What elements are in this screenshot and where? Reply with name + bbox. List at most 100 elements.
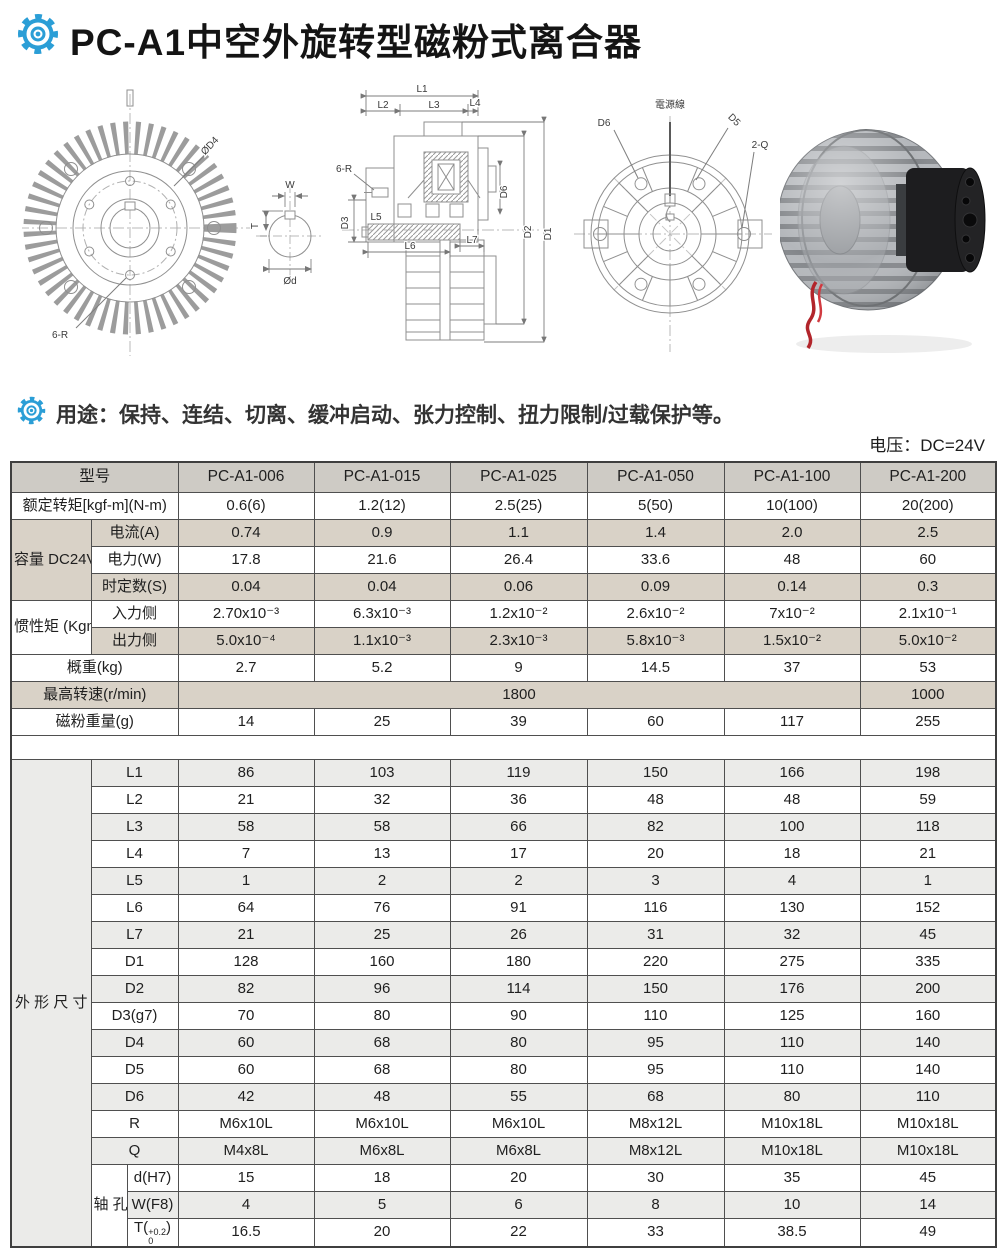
- dim-label-l2: L2: [377, 100, 389, 111]
- value-cell: 0.3: [859, 572, 997, 601]
- value-cell: 335: [859, 947, 997, 976]
- group-label-capacity: 容量 DC24V (75℃): [10, 518, 92, 601]
- dim-label-l7: L7: [466, 235, 478, 246]
- value-cell: 117: [723, 707, 861, 736]
- value-cell: 114: [449, 974, 588, 1003]
- value-cell: 10(100): [723, 491, 861, 520]
- row-label: 额定转矩[kgf-m](N-m): [10, 491, 179, 520]
- dim-label-t: T: [250, 223, 261, 229]
- dim-label-od: Ød: [283, 276, 296, 287]
- table-row: D6 42 48 55 68 80 110: [11, 1082, 997, 1111]
- value-cell: 1.1x10⁻³: [313, 626, 451, 655]
- value-cell: 68: [586, 1082, 725, 1111]
- value-cell: 20: [449, 1163, 588, 1192]
- value-cell: 30: [586, 1163, 725, 1192]
- table-row: 出力侧 5.0x10⁻⁴ 1.1x10⁻³ 2.3x10⁻³ 5.8x10⁻³ …: [11, 626, 997, 655]
- dim-label-2q: 2-Q: [752, 140, 769, 151]
- dim-label-d1: D1: [543, 227, 554, 240]
- table-row: W(F8) 4 5 6 8 10 14: [11, 1190, 997, 1219]
- table-row: D2 82 96 114 150 176 200: [11, 974, 997, 1003]
- value-cell: 82: [586, 812, 725, 841]
- model-cell: PC-A1-006: [177, 461, 315, 493]
- dim-label-l3: L3: [428, 100, 440, 111]
- value-cell: 18: [723, 839, 861, 868]
- value-cell: 70: [177, 1001, 315, 1030]
- value-cell: 32: [723, 920, 861, 949]
- table-row: D4 60 68 80 95 110 140: [11, 1028, 997, 1057]
- row-label: L4: [90, 839, 179, 868]
- value-cell: 86: [177, 758, 315, 787]
- row-label: 电流(A): [90, 518, 179, 547]
- voltage-note: 电压：DC=24V: [869, 436, 985, 455]
- value-cell: 38.5: [723, 1217, 861, 1247]
- value-cell: 6.3x10⁻³: [313, 599, 451, 628]
- value-cell: 125: [723, 1001, 861, 1030]
- row-label: R: [90, 1109, 179, 1138]
- table-row: 容量 DC24V (75℃) 电流(A) 0.74 0.9 1.1 1.4 2.…: [10, 518, 997, 601]
- value-cell: 17.8: [177, 545, 315, 574]
- value-cell: 128: [177, 947, 315, 976]
- row-label: L5: [90, 866, 179, 895]
- value-cell: 48: [313, 1082, 451, 1111]
- value-cell: 53: [859, 653, 997, 682]
- value-cell: 95: [586, 1055, 725, 1084]
- value-cell: 1.2(12): [313, 491, 451, 520]
- value-cell: 110: [859, 1082, 997, 1111]
- value-cell: 1800: [177, 680, 861, 709]
- value-cell: 76: [313, 893, 451, 922]
- page-title: PC-A1中空外旋转型磁粉式离合器: [70, 22, 643, 63]
- value-cell: 20(200): [859, 491, 997, 520]
- value-cell: 21.6: [313, 545, 451, 574]
- value-cell: 68: [313, 1028, 451, 1057]
- spacer-row: [10, 734, 997, 760]
- value-cell: M6x10L: [313, 1109, 451, 1138]
- value-cell: M10x18L: [859, 1136, 997, 1165]
- value-cell: 140: [859, 1055, 997, 1084]
- value-cell: 60: [586, 707, 725, 736]
- value-cell: 14.5: [586, 653, 725, 682]
- value-cell: 45: [859, 1163, 997, 1192]
- row-label: D3(g7): [90, 1001, 179, 1030]
- value-cell: 96: [313, 974, 451, 1003]
- value-cell: 33: [586, 1217, 725, 1247]
- value-cell: 80: [449, 1028, 588, 1057]
- value-cell: 152: [859, 893, 997, 922]
- value-cell: 180: [449, 947, 588, 976]
- table-row: R M6x10L M6x10L M6x10L M8x12L M10x18L M1…: [11, 1109, 997, 1138]
- value-cell: 59: [859, 785, 997, 814]
- value-cell: 49: [859, 1217, 997, 1247]
- value-cell: M10x18L: [723, 1136, 861, 1165]
- t-tolerance: +0.2 0: [148, 1227, 166, 1246]
- value-cell: 37: [723, 653, 861, 682]
- value-cell: 80: [313, 1001, 451, 1030]
- value-cell: M6x8L: [313, 1136, 451, 1165]
- value-cell: 2: [449, 866, 588, 895]
- value-cell: 2.7: [177, 653, 315, 682]
- spec-table: 型号 PC-A1-006 PC-A1-015 PC-A1-025 PC-A1-0…: [10, 461, 997, 1248]
- dim-label-d6: D6: [499, 185, 510, 198]
- value-cell: M6x8L: [449, 1136, 588, 1165]
- value-cell: 20: [313, 1217, 451, 1247]
- value-cell: 7: [177, 839, 315, 868]
- table-row: T(+0.2 0) 16.5 20 22 33 38.5 49: [11, 1217, 997, 1247]
- value-cell: 2.0: [723, 518, 861, 547]
- dim-label-d5: D5: [725, 112, 742, 129]
- value-cell: 0.14: [723, 572, 861, 601]
- model-cell: PC-A1-100: [723, 461, 861, 493]
- table-row: D1 128 160 180 220 275 335: [11, 947, 997, 976]
- row-label: 时定数(S): [90, 572, 179, 601]
- row-label: L2: [90, 785, 179, 814]
- dim-label-l1: L1: [416, 84, 428, 95]
- value-cell: 48: [723, 785, 861, 814]
- value-cell: 0.6(6): [177, 491, 315, 520]
- value-cell: 26: [449, 920, 588, 949]
- row-label: 电力(W): [90, 545, 179, 574]
- value-cell: 20: [586, 839, 725, 868]
- t-label-suffix: ): [165, 1218, 171, 1236]
- model-cell: PC-A1-200: [859, 461, 997, 493]
- value-cell: 2.3x10⁻³: [449, 626, 588, 655]
- value-cell: 176: [723, 974, 861, 1003]
- value-cell: 58: [177, 812, 315, 841]
- value-cell: 2.5(25): [449, 491, 588, 520]
- value-cell: 90: [449, 1001, 588, 1030]
